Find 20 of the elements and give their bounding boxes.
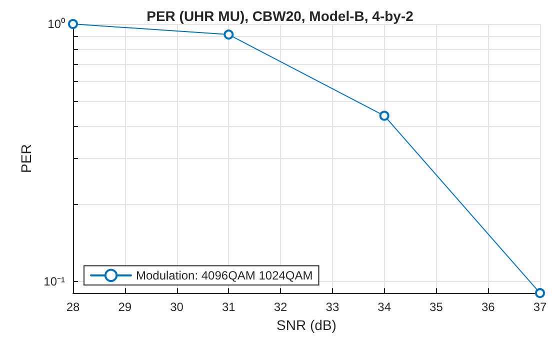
point	[68, 19, 78, 29]
y-axis-title: PER	[18, 144, 34, 173]
x-tick-label: 30	[170, 300, 184, 314]
x-tick-label: 32	[274, 300, 288, 314]
point	[535, 288, 545, 298]
legend-label: Modulation: 4096QAM 1024QAM	[136, 268, 313, 282]
x-tick-label: 29	[118, 300, 132, 314]
chart-title: PER (UHR MU), CBW20, Model-B, 4-by-2	[146, 8, 414, 24]
y-tick-label: 10⁰	[48, 17, 65, 31]
point	[379, 110, 390, 121]
x-tick-label: 37	[533, 300, 547, 314]
y-tick-label: 10⁻¹	[44, 274, 66, 288]
point	[224, 30, 234, 40]
x-tick-label: 28	[66, 300, 80, 314]
x-tick-label: 34	[378, 300, 392, 314]
x-tick-label: 31	[222, 300, 236, 314]
x-tick-label: 33	[326, 300, 340, 314]
x-tick-label: 35	[430, 300, 444, 314]
x-axis-title: SNR (dB)	[276, 317, 336, 333]
x-tick-label: 36	[481, 300, 496, 314]
